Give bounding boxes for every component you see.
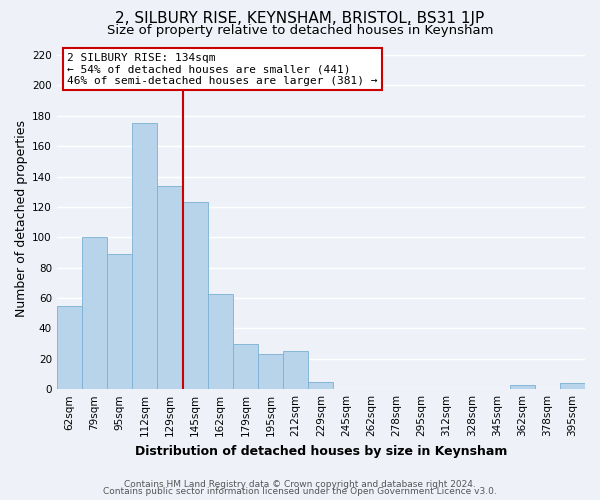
Bar <box>233 344 258 389</box>
Text: Contains public sector information licensed under the Open Government Licence v3: Contains public sector information licen… <box>103 487 497 496</box>
Bar <box>258 354 283 389</box>
Text: 2 SILBURY RISE: 134sqm
← 54% of detached houses are smaller (441)
46% of semi-de: 2 SILBURY RISE: 134sqm ← 54% of detached… <box>67 52 378 86</box>
Text: Contains HM Land Registry data © Crown copyright and database right 2024.: Contains HM Land Registry data © Crown c… <box>124 480 476 489</box>
Bar <box>157 186 182 389</box>
Bar <box>308 382 334 389</box>
Bar <box>560 383 585 389</box>
Bar <box>107 254 132 389</box>
Bar <box>182 202 208 389</box>
Bar <box>509 384 535 389</box>
Bar <box>82 238 107 389</box>
Y-axis label: Number of detached properties: Number of detached properties <box>15 120 28 317</box>
Bar <box>283 351 308 389</box>
Bar <box>57 306 82 389</box>
X-axis label: Distribution of detached houses by size in Keynsham: Distribution of detached houses by size … <box>135 444 507 458</box>
Text: 2, SILBURY RISE, KEYNSHAM, BRISTOL, BS31 1JP: 2, SILBURY RISE, KEYNSHAM, BRISTOL, BS31… <box>115 12 485 26</box>
Bar <box>132 124 157 389</box>
Bar <box>208 294 233 389</box>
Text: Size of property relative to detached houses in Keynsham: Size of property relative to detached ho… <box>107 24 493 37</box>
